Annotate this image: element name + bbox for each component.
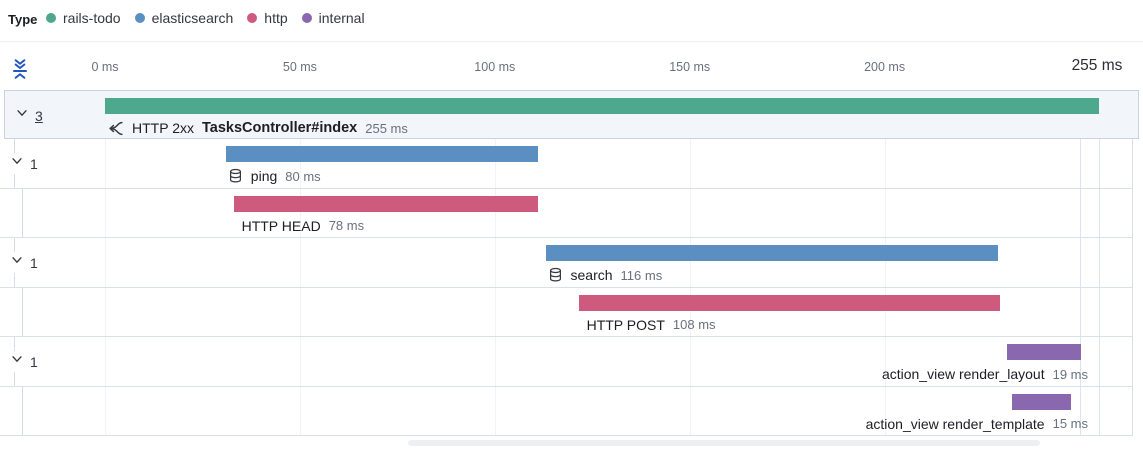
gridline-200ms — [884, 90, 886, 436]
legend-color-dot — [247, 13, 258, 23]
span-label[interactable]: HTTP 2xx TasksController#index 255 ms — [107, 119, 408, 137]
span-name: HTTP POST — [586, 316, 665, 333]
waterfall-plot-area: 3 HTTP 2xx TasksController#index 255 ms 1 pin… — [0, 90, 1139, 436]
waterfall-row-HTTP POST: HTTP POST 108 ms — [0, 287, 1133, 338]
horizontal-scrollbar[interactable] — [408, 440, 1040, 446]
accordion-toggle[interactable]: 1 — [10, 351, 41, 373]
legend-item-http[interactable]: http — [247, 10, 288, 26]
span-label[interactable]: search 116 ms — [548, 266, 663, 284]
gridline-250ms — [1079, 90, 1081, 436]
span-bar[interactable] — [233, 195, 538, 212]
span-duration: 19 ms — [1052, 366, 1088, 382]
span-bar[interactable] — [1012, 393, 1071, 410]
chevron-down-icon — [10, 253, 24, 272]
span-bar[interactable] — [225, 146, 538, 163]
gridline-0ms — [105, 90, 106, 436]
transaction-bar[interactable] — [105, 98, 1099, 114]
span-duration: 78 ms — [328, 218, 365, 234]
chevron-down-icon — [15, 106, 29, 125]
accordion-toggle[interactable]: 1 — [10, 252, 41, 274]
legend-item-internal[interactable]: internal — [301, 10, 365, 26]
database-icon — [228, 168, 243, 184]
waterfall-row-TasksController#index: 3 HTTP 2xx TasksController#index 255 ms — [4, 90, 1139, 140]
legend-item-rails-todo[interactable]: rails-todo — [46, 10, 121, 26]
legend-color-dot — [134, 13, 145, 23]
axis-tick-label: 50 ms — [282, 60, 317, 74]
axis-tick-label: 255 ms — [1071, 57, 1123, 74]
span-name: action_view render_template — [865, 415, 1045, 432]
indent-line — [22, 386, 23, 435]
span-duration: 80 ms — [285, 168, 321, 184]
chevron-down-icon — [10, 154, 24, 173]
legend: Type rails-todo elasticsearch http internal — [0, 0, 1143, 42]
span-label[interactable]: HTTP HEAD 78 ms — [242, 217, 365, 235]
span-duration: 255 ms — [365, 120, 408, 136]
span-name: search — [570, 267, 613, 284]
span-bar[interactable] — [545, 245, 998, 262]
span-name: ping — [250, 168, 278, 185]
span-bar[interactable] — [578, 294, 1000, 311]
waterfall-row-action_view render_template: action_view render_template 15 ms — [0, 386, 1133, 436]
legend-item-elasticsearch[interactable]: elasticsearch — [134, 10, 234, 26]
indent-line — [22, 188, 23, 238]
axis-tick-label: 100 ms — [474, 60, 516, 74]
gridline-150ms — [689, 90, 691, 436]
span-label[interactable]: action_view render_template 15 ms — [866, 415, 1088, 433]
timeline-axis: 0 ms 50 ms 100 ms 150 ms 200 ms 255 ms — [0, 42, 1143, 90]
axis-tick-label: 0 ms — [91, 60, 119, 74]
legend-color-dot — [301, 13, 312, 23]
child-count: 3 — [35, 107, 43, 124]
span-label[interactable]: ping 80 ms — [228, 167, 321, 185]
waterfall-row-HTTP HEAD: HTTP HEAD 78 ms — [0, 188, 1133, 239]
span-duration: 116 ms — [620, 267, 663, 283]
child-count: 1 — [30, 254, 38, 271]
axis-tick-label: 200 ms — [864, 60, 906, 74]
span-bar[interactable] — [1006, 344, 1081, 361]
accordion-toggle[interactable]: 3 — [15, 105, 46, 126]
indent-line — [22, 287, 23, 337]
span-name: HTTP HEAD — [241, 217, 321, 234]
waterfall-row-ping: 1 ping 80 ms — [0, 139, 1133, 189]
child-count: 1 — [30, 353, 38, 370]
span-name: action_view render_layout — [881, 366, 1045, 383]
axis-tick-label: 150 ms — [669, 60, 711, 74]
span-label[interactable]: action_view render_layout 19 ms — [882, 365, 1088, 383]
span-duration: 108 ms — [672, 317, 716, 333]
legend-item-label: elasticsearch — [151, 10, 234, 26]
legend-item-label: internal — [318, 10, 365, 26]
legend-item-label: rails-todo — [63, 10, 121, 26]
waterfall-row-search: 1 search 116 ms — [0, 238, 1133, 288]
legend-title: Type — [8, 12, 38, 27]
gridline-50ms — [299, 90, 301, 436]
gridline-end — [1099, 90, 1100, 436]
database-icon — [548, 267, 563, 283]
waterfall-row-action_view render_layout: 1 action_view render_layout 19 ms — [0, 337, 1133, 387]
span-duration: 15 ms — [1052, 416, 1088, 432]
accordion-toggle[interactable]: 1 — [10, 153, 41, 175]
merge-icon — [107, 121, 124, 136]
collapse-timeline-button[interactable] — [9, 57, 31, 81]
legend-items: rails-todo elasticsearch http internal — [46, 10, 365, 26]
chart-right-border — [1132, 90, 1133, 436]
chevron-down-icon — [10, 352, 24, 371]
legend-item-label: http — [264, 10, 288, 26]
span-prefix: HTTP 2xx — [132, 120, 194, 136]
child-count: 1 — [30, 155, 38, 172]
legend-color-dot — [46, 13, 56, 23]
gridline-100ms — [494, 90, 496, 436]
span-label[interactable]: HTTP POST 108 ms — [587, 316, 716, 334]
span-name: TasksController#index — [201, 120, 358, 136]
fold-icon — [10, 59, 30, 84]
